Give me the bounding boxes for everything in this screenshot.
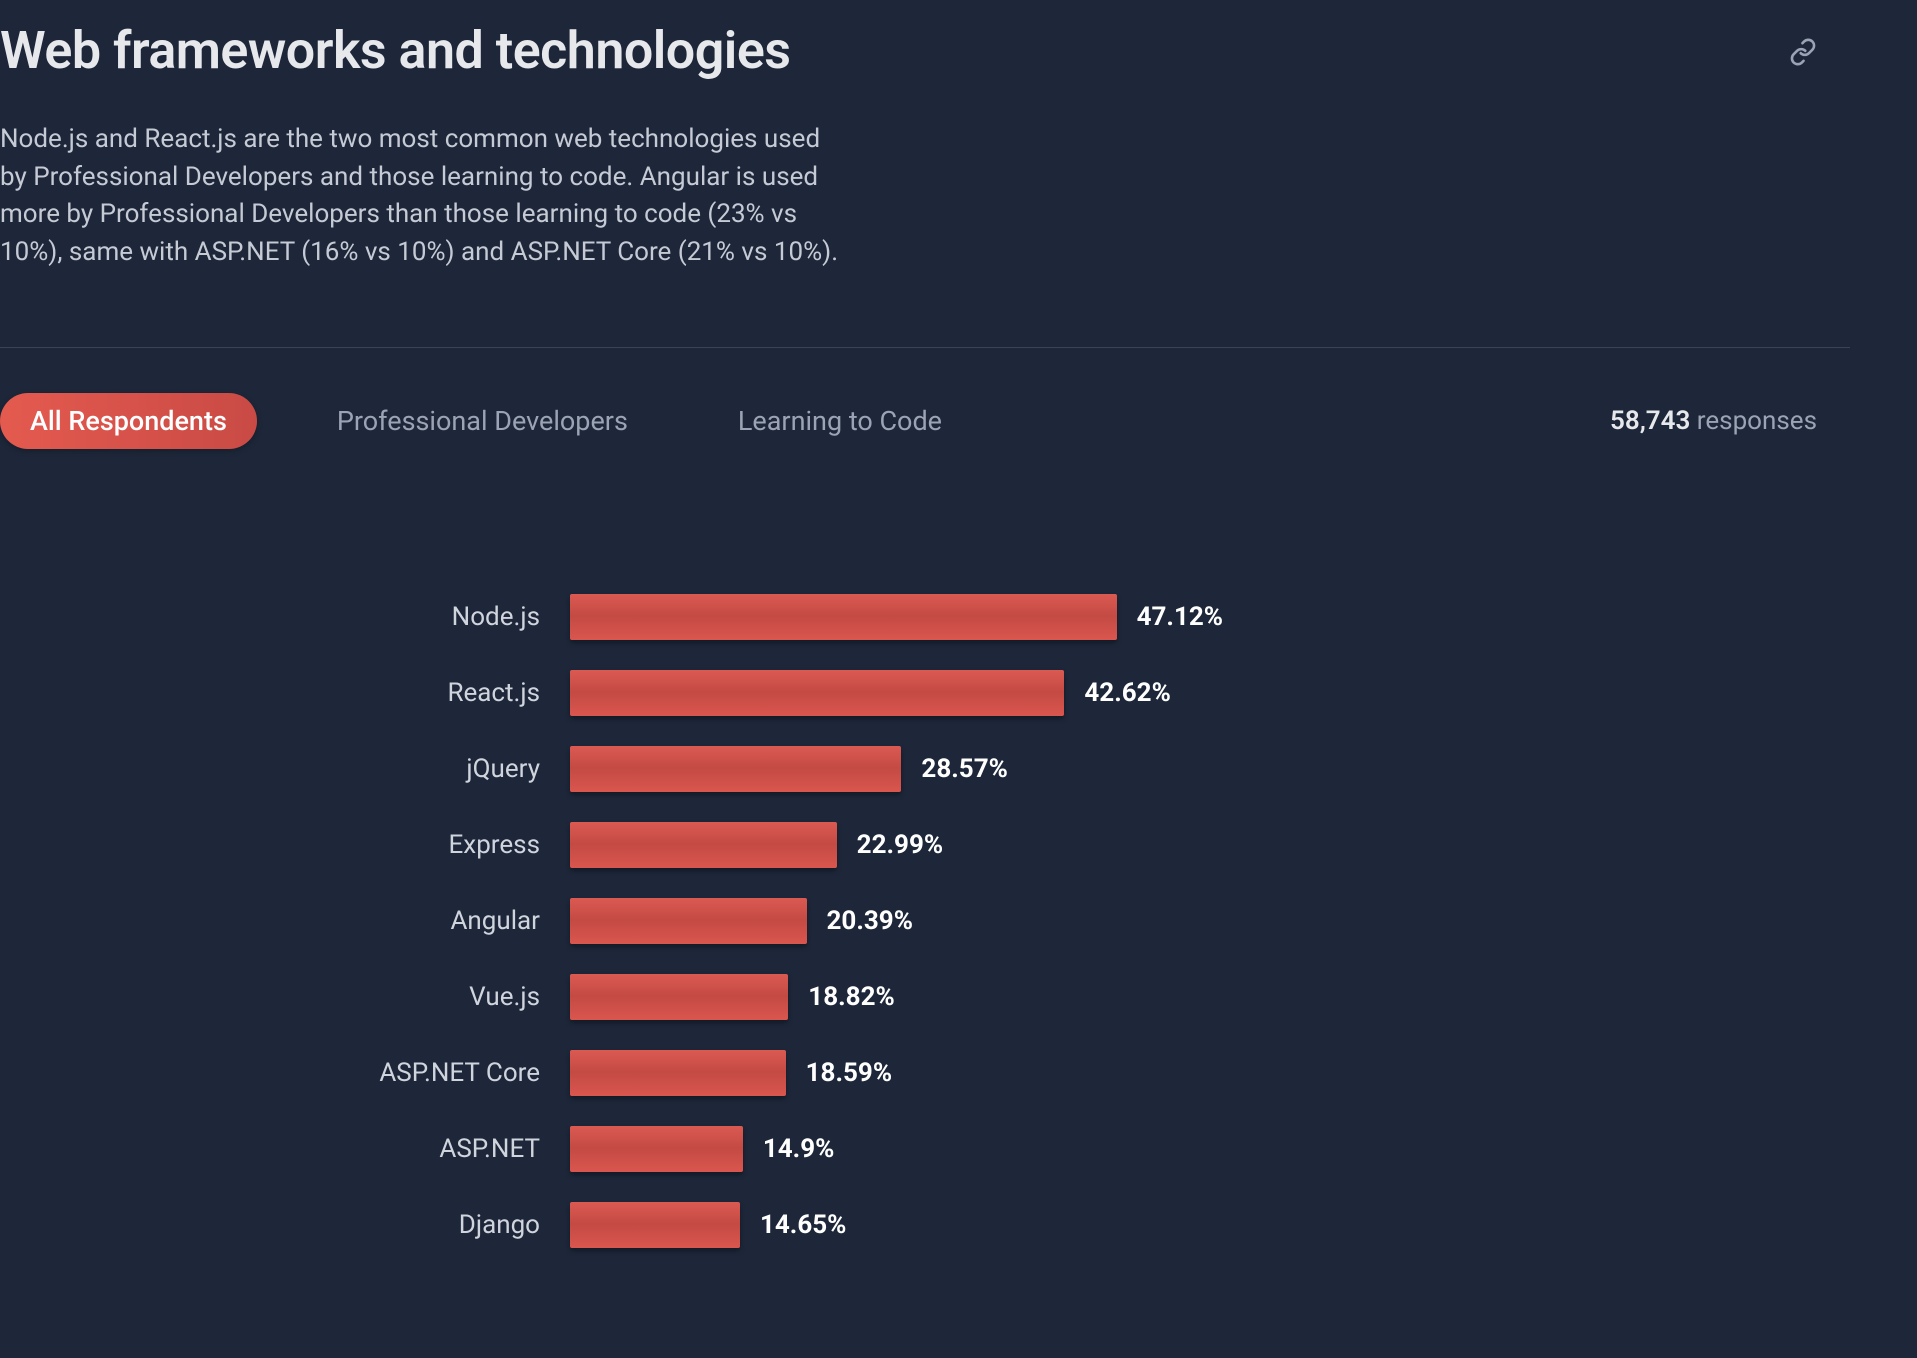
bar-label: Node.js bbox=[0, 602, 570, 632]
page-root: Web frameworks and technologies Node.js … bbox=[0, 0, 1917, 1263]
bar-track: 22.99% bbox=[570, 822, 1730, 868]
bar-value: 14.65% bbox=[760, 1210, 846, 1240]
bar-fill bbox=[570, 594, 1117, 640]
bar-row: Angular 20.39% bbox=[0, 883, 1917, 959]
bar-label: Express bbox=[0, 830, 570, 860]
bar-label: ASP.NET Core bbox=[0, 1058, 570, 1088]
bar-row: Django 14.65% bbox=[0, 1187, 1917, 1263]
bar-label: Angular bbox=[0, 906, 570, 936]
bar-row: ASP.NET Core 18.59% bbox=[0, 1035, 1917, 1111]
bar-label: ASP.NET bbox=[0, 1134, 570, 1164]
bar-fill bbox=[570, 1050, 786, 1096]
bar-value: 22.99% bbox=[857, 830, 943, 860]
bar-fill bbox=[570, 898, 807, 944]
bar-track: 18.82% bbox=[570, 974, 1730, 1020]
bar-track: 14.65% bbox=[570, 1202, 1730, 1248]
bar-chart: Node.js 47.12% React.js 42.62% jQuery 28.57% E… bbox=[0, 579, 1917, 1263]
section-description: Node.js and React.js are the two most co… bbox=[0, 121, 850, 272]
bar-value: 18.59% bbox=[806, 1058, 892, 1088]
link-icon[interactable] bbox=[1789, 38, 1817, 66]
bar-label: Django bbox=[0, 1210, 570, 1240]
bar-track: 42.62% bbox=[570, 670, 1730, 716]
bar-label: jQuery bbox=[0, 754, 570, 784]
tab-professional-developers[interactable]: Professional Developers bbox=[307, 393, 658, 449]
bar-track: 14.9% bbox=[570, 1126, 1730, 1172]
bar-row: ASP.NET 14.9% bbox=[0, 1111, 1917, 1187]
bar-value: 20.39% bbox=[827, 906, 913, 936]
tab-learning-to-code[interactable]: Learning to Code bbox=[708, 393, 972, 449]
bar-track: 47.12% bbox=[570, 594, 1730, 640]
responses-suffix: responses bbox=[1690, 406, 1817, 436]
responses-number: 58,743 bbox=[1610, 406, 1690, 436]
bar-value: 42.62% bbox=[1084, 678, 1170, 708]
bar-fill bbox=[570, 670, 1064, 716]
bar-value: 14.9% bbox=[763, 1134, 835, 1164]
page-title: Web frameworks and technologies bbox=[0, 20, 791, 81]
bar-row: jQuery 28.57% bbox=[0, 731, 1917, 807]
bar-row: Vue.js 18.82% bbox=[0, 959, 1917, 1035]
bar-label: React.js bbox=[0, 678, 570, 708]
bar-fill bbox=[570, 1126, 743, 1172]
bar-value: 28.57% bbox=[921, 754, 1007, 784]
bar-fill bbox=[570, 746, 901, 792]
bar-fill bbox=[570, 1202, 740, 1248]
tab-all-respondents[interactable]: All Respondents bbox=[0, 393, 257, 449]
header-row: Web frameworks and technologies bbox=[0, 20, 1917, 81]
bar-label: Vue.js bbox=[0, 982, 570, 1012]
bar-row: React.js 42.62% bbox=[0, 655, 1917, 731]
tabs-row: All Respondents Professional Developers Le… bbox=[0, 393, 1917, 449]
bar-value: 18.82% bbox=[808, 982, 894, 1012]
bar-fill bbox=[570, 974, 788, 1020]
responses-count: 58,743 responses bbox=[1610, 406, 1817, 436]
bar-track: 28.57% bbox=[570, 746, 1730, 792]
bar-row: Node.js 47.12% bbox=[0, 579, 1917, 655]
bar-track: 20.39% bbox=[570, 898, 1730, 944]
bar-value: 47.12% bbox=[1137, 602, 1223, 632]
tabs-list: All Respondents Professional Developers Le… bbox=[0, 393, 972, 449]
bar-fill bbox=[570, 822, 837, 868]
section-divider bbox=[0, 347, 1850, 348]
bar-row: Express 22.99% bbox=[0, 807, 1917, 883]
bar-track: 18.59% bbox=[570, 1050, 1730, 1096]
